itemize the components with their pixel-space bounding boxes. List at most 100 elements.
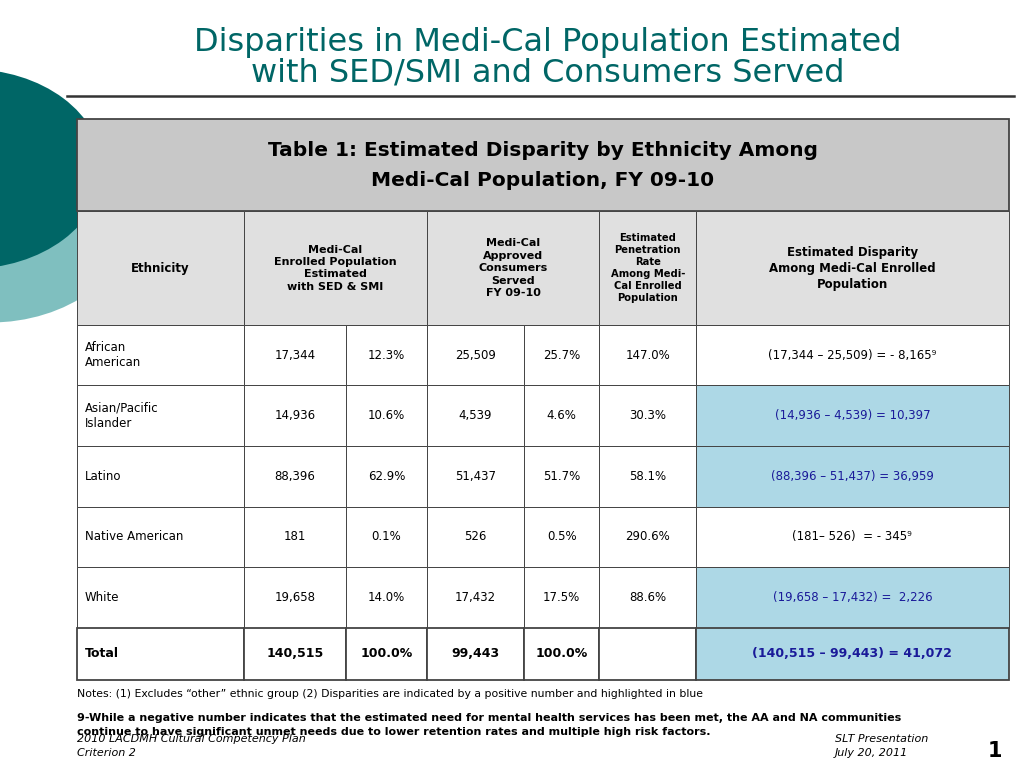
- Bar: [77, 567, 244, 627]
- Text: 140,515: 140,515: [266, 647, 324, 660]
- Bar: [244, 507, 346, 567]
- Text: (88,396 – 51,437) = 36,959: (88,396 – 51,437) = 36,959: [771, 470, 934, 483]
- Bar: [599, 446, 696, 507]
- Bar: [77, 507, 244, 567]
- Circle shape: [0, 69, 102, 269]
- Text: 10.6%: 10.6%: [368, 409, 406, 422]
- Bar: [599, 507, 696, 567]
- Text: 147.0%: 147.0%: [626, 349, 670, 362]
- Bar: [599, 386, 696, 446]
- Bar: [524, 627, 599, 680]
- Text: 0.1%: 0.1%: [372, 530, 401, 543]
- Bar: [524, 386, 599, 446]
- Bar: [696, 211, 1009, 325]
- Text: 30.3%: 30.3%: [630, 409, 667, 422]
- Text: 2010 LACDMH Cultural Competency Plan
Criterion 2: 2010 LACDMH Cultural Competency Plan Cri…: [77, 734, 305, 759]
- Text: 62.9%: 62.9%: [368, 470, 406, 483]
- Text: 100.0%: 100.0%: [360, 647, 413, 660]
- Text: Notes: (1) Excludes “other” ethnic group (2) Disparities are indicated by a posi: Notes: (1) Excludes “other” ethnic group…: [77, 689, 702, 699]
- Bar: [77, 386, 244, 446]
- Bar: [599, 567, 696, 627]
- Text: 4,539: 4,539: [459, 409, 493, 422]
- Text: 0.5%: 0.5%: [547, 530, 577, 543]
- Text: 4.6%: 4.6%: [547, 409, 577, 422]
- Text: Medi-Cal
Approved
Consumers
Served
FY 09-10: Medi-Cal Approved Consumers Served FY 09…: [478, 238, 548, 298]
- Bar: [77, 325, 244, 386]
- Text: Native American: Native American: [85, 530, 183, 543]
- Text: 9-While a negative number indicates that the estimated need for mental health se: 9-While a negative number indicates that…: [77, 713, 901, 737]
- Text: with SED/SMI and Consumers Served: with SED/SMI and Consumers Served: [251, 58, 845, 88]
- Bar: [524, 325, 599, 386]
- Bar: [77, 627, 244, 680]
- Text: Medi-Cal
Enrolled Population
Estimated
with SED & SMI: Medi-Cal Enrolled Population Estimated w…: [274, 245, 396, 292]
- Text: 12.3%: 12.3%: [368, 349, 406, 362]
- Text: 526: 526: [464, 530, 486, 543]
- Bar: [346, 567, 427, 627]
- Bar: [427, 567, 524, 627]
- Bar: [427, 627, 524, 680]
- Bar: [77, 211, 244, 325]
- Text: (17,344 – 25,509) = - 8,165⁹: (17,344 – 25,509) = - 8,165⁹: [768, 349, 937, 362]
- Text: 290.6%: 290.6%: [626, 530, 670, 543]
- Text: (140,515 – 99,443) = 41,072: (140,515 – 99,443) = 41,072: [753, 647, 952, 660]
- Bar: [696, 507, 1009, 567]
- Text: 51,437: 51,437: [455, 470, 496, 483]
- Text: SLT Presentation
July 20, 2011: SLT Presentation July 20, 2011: [835, 734, 928, 759]
- Text: 58.1%: 58.1%: [629, 470, 667, 483]
- Bar: [427, 211, 599, 325]
- Bar: [427, 386, 524, 446]
- Bar: [427, 325, 524, 386]
- Bar: [346, 627, 427, 680]
- Bar: [696, 446, 1009, 507]
- Text: White: White: [85, 591, 120, 604]
- Text: Ethnicity: Ethnicity: [131, 262, 189, 275]
- Bar: [244, 627, 346, 680]
- Bar: [244, 325, 346, 386]
- Text: Estimated Disparity
Among Medi-Cal Enrolled
Population: Estimated Disparity Among Medi-Cal Enrol…: [769, 246, 936, 291]
- Bar: [696, 386, 1009, 446]
- Text: 100.0%: 100.0%: [536, 647, 588, 660]
- Bar: [77, 446, 244, 507]
- Text: (181– 526)  = - 345⁹: (181– 526) = - 345⁹: [793, 530, 912, 543]
- Bar: [244, 567, 346, 627]
- Text: Asian/Pacific
Islander: Asian/Pacific Islander: [85, 402, 159, 430]
- Text: 14.0%: 14.0%: [368, 591, 406, 604]
- Bar: [599, 325, 696, 386]
- Circle shape: [0, 108, 133, 323]
- Text: 88.6%: 88.6%: [629, 591, 667, 604]
- Text: 25.7%: 25.7%: [543, 349, 581, 362]
- Text: 17,344: 17,344: [274, 349, 315, 362]
- Bar: [346, 386, 427, 446]
- Text: 14,936: 14,936: [274, 409, 315, 422]
- Text: (19,658 – 17,432) =  2,226: (19,658 – 17,432) = 2,226: [773, 591, 932, 604]
- Text: African
American: African American: [85, 341, 141, 369]
- Bar: [427, 446, 524, 507]
- Bar: [599, 211, 696, 325]
- Bar: [244, 386, 346, 446]
- Text: 88,396: 88,396: [274, 470, 315, 483]
- Bar: [524, 507, 599, 567]
- Text: (14,936 – 4,539) = 10,397: (14,936 – 4,539) = 10,397: [774, 409, 930, 422]
- Bar: [524, 567, 599, 627]
- Text: 25,509: 25,509: [455, 349, 496, 362]
- Text: 1: 1: [988, 741, 1002, 761]
- Bar: [244, 446, 346, 507]
- Bar: [346, 446, 427, 507]
- Bar: [696, 627, 1009, 680]
- Bar: [77, 119, 1009, 211]
- Text: 17,432: 17,432: [455, 591, 496, 604]
- Bar: [346, 325, 427, 386]
- Bar: [696, 567, 1009, 627]
- Bar: [599, 627, 696, 680]
- Text: 51.7%: 51.7%: [543, 470, 581, 483]
- Text: Total: Total: [85, 647, 119, 660]
- Text: 17.5%: 17.5%: [543, 591, 581, 604]
- Text: 99,443: 99,443: [452, 647, 500, 660]
- Text: Estimated
Penetration
Rate
Among Medi-
Cal Enrolled
Population: Estimated Penetration Rate Among Medi- C…: [610, 233, 685, 303]
- Bar: [524, 446, 599, 507]
- Bar: [696, 325, 1009, 386]
- Bar: [346, 507, 427, 567]
- Bar: [244, 211, 427, 325]
- Text: Table 1: Estimated Disparity by Ethnicity Among
Medi-Cal Population, FY 09-10: Table 1: Estimated Disparity by Ethnicit…: [267, 141, 818, 190]
- Text: 19,658: 19,658: [274, 591, 315, 604]
